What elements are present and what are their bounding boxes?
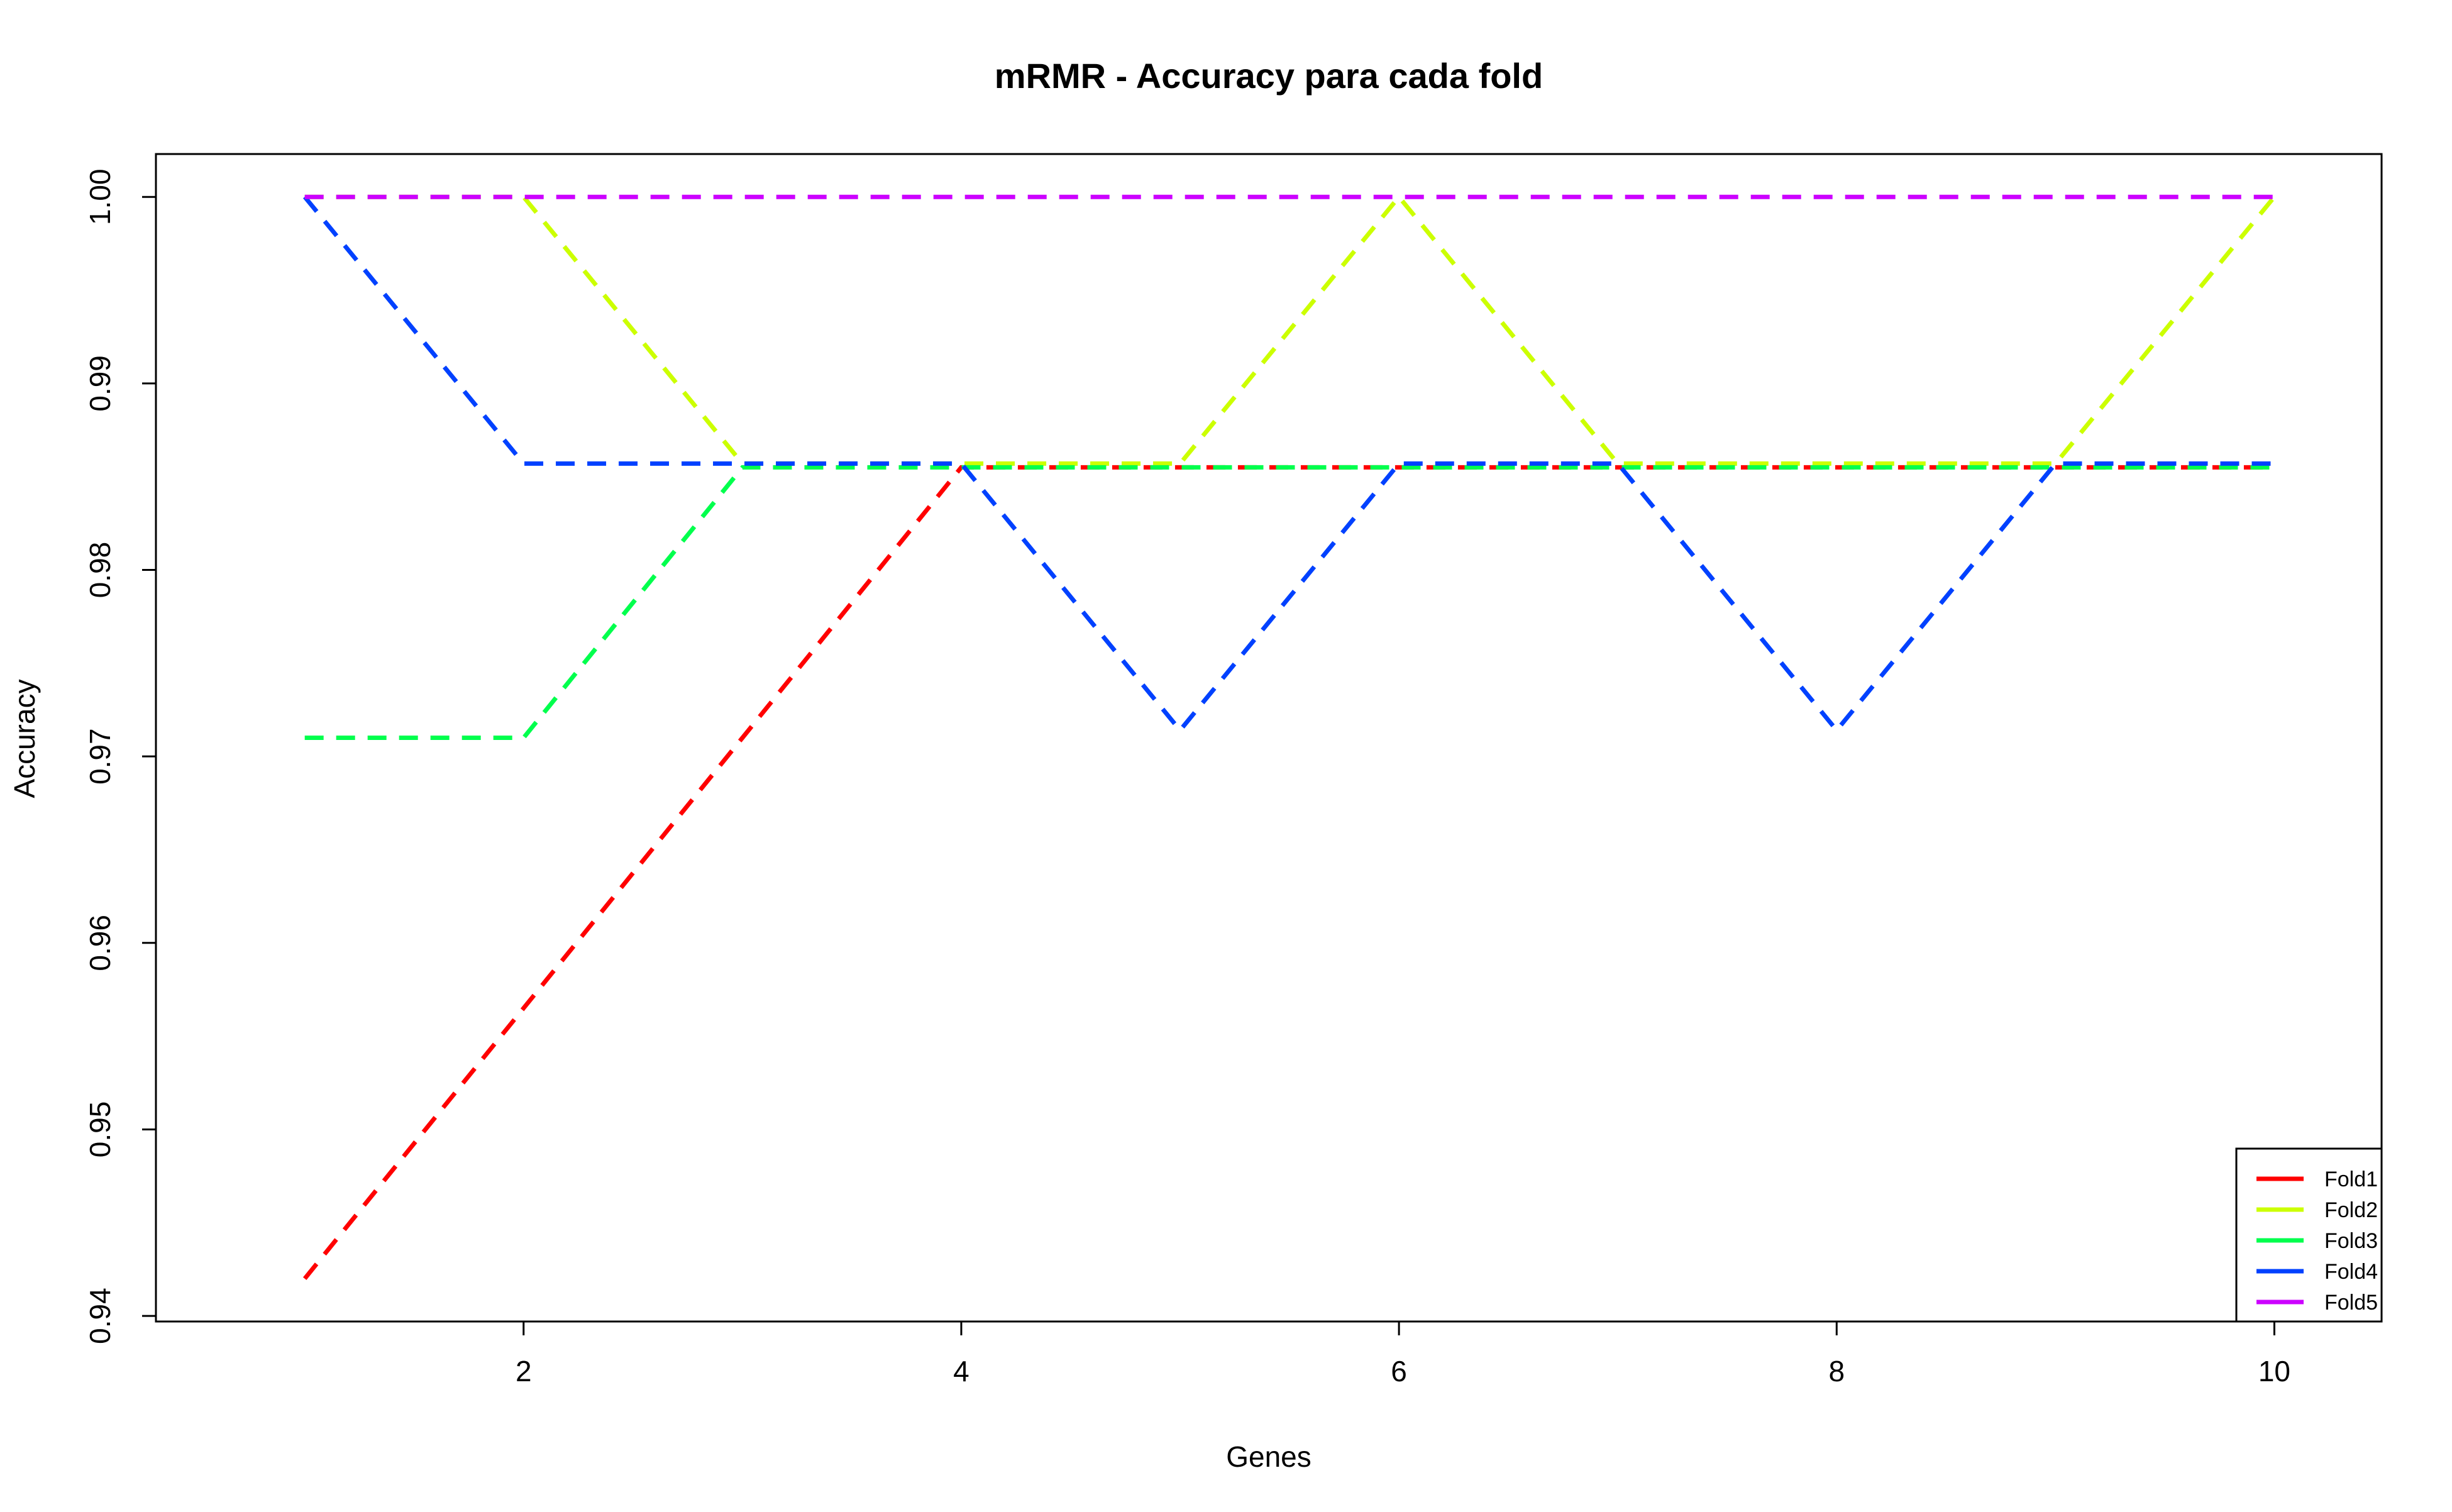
y-tick-label: 1.00 — [84, 168, 116, 225]
legend-label-fold3: Fold3 — [2324, 1229, 2378, 1253]
x-tick-label: 2 — [516, 1355, 532, 1388]
y-tick-label: 0.96 — [84, 915, 116, 971]
series-lines — [302, 193, 2277, 1281]
axes: 2 4 6 8 10 0.94 0.95 0.96 0.97 0.98 0.99 1.00 — [84, 168, 2290, 1388]
series-line-fold3 — [304, 465, 2275, 740]
legend-label-fold4: Fold4 — [2324, 1260, 2378, 1284]
y-tick-label: 0.95 — [84, 1101, 116, 1158]
y-axis-label: Accuracy — [8, 679, 41, 798]
chart-title: mRMR - Accuracy para cada fold — [995, 56, 1543, 96]
x-tick-label: 8 — [1828, 1355, 1845, 1388]
plot-frame — [155, 153, 2383, 1323]
series-line-fold4 — [302, 195, 2275, 734]
legend-label-fold1: Fold1 — [2324, 1167, 2378, 1191]
y-tick-label: 0.97 — [84, 728, 116, 785]
legend-label-fold5: Fold5 — [2324, 1291, 2378, 1315]
legend-label-fold2: Fold2 — [2324, 1198, 2378, 1222]
y-tick-label: 0.94 — [84, 1288, 116, 1344]
x-tick-label: 10 — [2258, 1355, 2290, 1388]
x-tick-label: 6 — [1391, 1355, 1407, 1388]
y-tick-label: 0.98 — [84, 542, 116, 599]
x-tick-label: 4 — [953, 1355, 969, 1388]
x-axis-label: Genes — [1226, 1440, 1312, 1473]
y-tick-label: 0.99 — [84, 355, 116, 412]
series-line-fold2 — [304, 193, 2277, 466]
series-line-fold1 — [302, 465, 2275, 1281]
legend: Fold1 Fold2 Fold3 Fold4 Fold5 — [2235, 1147, 2383, 1323]
